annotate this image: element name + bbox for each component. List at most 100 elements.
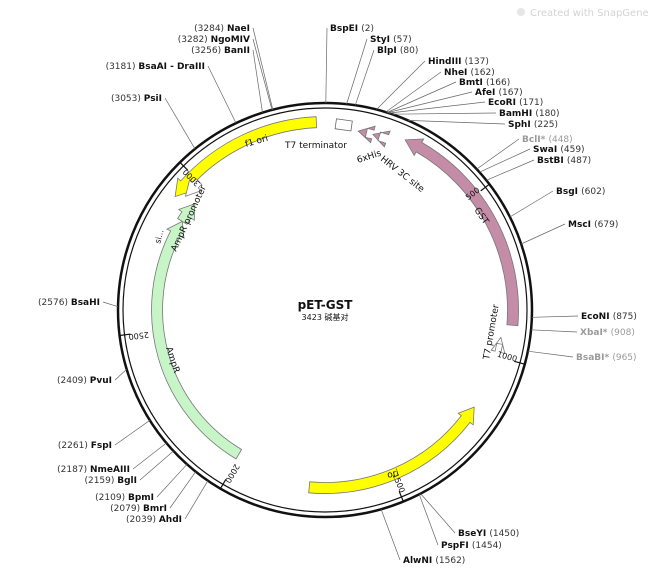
site-position: (166): [486, 78, 510, 88]
enzyme-name: BlpI: [377, 46, 400, 56]
enzyme-name: PsiI: [144, 94, 162, 104]
feature-t7-promoter: [490, 336, 506, 355]
enzyme-name: NheI: [444, 68, 471, 78]
site-label[interactable]: (3282) NgoMIV: [178, 35, 250, 45]
site-label[interactable]: BclI* (448): [522, 135, 573, 145]
feature-ampr: [151, 220, 243, 460]
site-label[interactable]: BlpI (80): [377, 46, 418, 56]
enzyme-name: SwaI: [533, 145, 560, 155]
enzyme-name: EcoRI: [488, 98, 519, 108]
site-leader-line: [380, 509, 401, 561]
tick-label: 2000: [223, 462, 241, 484]
site-label[interactable]: (2079) BmrI: [110, 504, 167, 514]
enzyme-name: SphI: [508, 120, 534, 130]
site-label[interactable]: BsaBI* (965): [576, 353, 637, 363]
site-label[interactable]: EcoNI (875): [581, 312, 637, 322]
enzyme-name: BsgI: [556, 187, 581, 197]
site-label[interactable]: (2576) BsaHI: [38, 298, 100, 308]
site-leader-line: [252, 38, 273, 110]
site-position: (3284): [194, 24, 227, 34]
site-label[interactable]: (3256) BanII: [191, 46, 250, 56]
site-label[interactable]: (2187) NmeAIII: [57, 465, 130, 475]
tick-mark: [480, 183, 490, 192]
site-label[interactable]: (2039) AhdI: [126, 515, 182, 525]
site-leader-line: [325, 27, 328, 104]
site-position: (679): [594, 220, 618, 230]
site-position: (965): [612, 353, 636, 363]
site-position: (602): [581, 187, 605, 197]
site-label[interactable]: (3181) BsaAI - DraIII: [106, 62, 205, 72]
site-label[interactable]: XbaI* (908): [580, 328, 635, 338]
site-leader-line: [252, 49, 263, 113]
site-leader-line: [418, 494, 439, 546]
feature-label-signal: si...: [153, 229, 165, 245]
site-label[interactable]: (2159) BglI: [84, 476, 137, 486]
site-position: (3256): [191, 46, 224, 56]
site-label[interactable]: AfeI (167): [475, 88, 523, 98]
watermark-text: Created with SnapGene®: [530, 8, 650, 19]
enzyme-name: MscI: [568, 220, 594, 230]
site-leader-line: [392, 112, 497, 115]
site-position: (171): [519, 98, 543, 108]
feature-label-t7-terminator: T7 terminator: [284, 141, 347, 151]
site-label[interactable]: SphI (225): [508, 120, 558, 130]
plasmid-name: pET-GST: [298, 298, 354, 312]
site-position: (2159): [84, 476, 117, 486]
site-label[interactable]: EcoRI (171): [488, 98, 543, 108]
site-label[interactable]: SwaI (459): [533, 145, 585, 155]
tick-label: 2500: [128, 330, 149, 341]
enzyme-name: BsaAI - DraIII: [138, 62, 205, 72]
feature-ampr-promoter: [184, 178, 203, 197]
site-position: (3282): [178, 35, 211, 45]
enzyme-name: BglI: [117, 476, 137, 486]
site-position: (162): [471, 68, 495, 78]
enzyme-name: BanII: [224, 46, 250, 56]
site-leader-line: [509, 190, 554, 218]
site-label[interactable]: PspFI (1454): [441, 541, 502, 551]
snapgene-watermark: Created with SnapGene®: [517, 8, 650, 19]
site-leader-line: [376, 60, 426, 110]
site-position: (2039): [126, 515, 159, 525]
enzyme-name: FspI: [91, 441, 112, 451]
site-position: (2): [361, 24, 374, 34]
site-label[interactable]: (2409) PvuI: [57, 376, 112, 386]
enzyme-name: BstBI: [537, 156, 567, 166]
site-leader-line: [114, 420, 151, 446]
site-leader-line: [527, 350, 574, 358]
site-label[interactable]: NheI (162): [444, 68, 495, 78]
site-labels: (3284) NaeI(3282) NgoMIV(3256) BanII (318…: [38, 24, 637, 566]
site-leader-lines: [102, 27, 579, 561]
site-label[interactable]: StyI (57): [370, 35, 412, 45]
snapgene-logo-icon: [517, 8, 525, 16]
enzyme-name: BamHI: [499, 109, 535, 119]
site-label[interactable]: BseYI (1450): [458, 529, 519, 539]
site-leader-line: [521, 223, 566, 245]
site-label[interactable]: AlwNI (1562): [403, 556, 465, 566]
site-label[interactable]: MscI (679): [568, 220, 618, 230]
site-leader-line: [476, 138, 520, 170]
site-label[interactable]: (3284) NaeI: [194, 24, 250, 34]
site-label[interactable]: BspEI (2): [330, 24, 374, 34]
site-label[interactable]: (3053) PsiI: [111, 94, 162, 104]
site-label[interactable]: (2261) FspI: [58, 441, 112, 451]
site-label[interactable]: (2109) BpmI: [95, 493, 154, 503]
feature-signal-seq: [177, 203, 196, 225]
site-label[interactable]: HindIII (137): [428, 57, 489, 67]
site-label[interactable]: BstBI (487): [537, 156, 591, 166]
enzyme-name: HindIII: [428, 57, 465, 67]
site-label[interactable]: BsgI (602): [556, 187, 605, 197]
site-position: (908): [611, 328, 635, 338]
site-position: (1454): [472, 541, 502, 551]
tick-mark: [179, 161, 189, 171]
enzyme-name: BspEI: [330, 24, 361, 34]
tick-mark: [119, 333, 131, 337]
enzyme-name: BsaHI: [71, 298, 100, 308]
enzyme-name: PspFI: [441, 541, 472, 551]
site-position: (875): [613, 312, 637, 322]
feature-hrv-3c: [372, 130, 391, 148]
site-label[interactable]: BamHI (180): [499, 109, 560, 119]
site-leader-line: [420, 493, 456, 534]
site-label[interactable]: BmtI (166): [459, 78, 510, 88]
enzyme-name: PvuI: [90, 376, 112, 386]
